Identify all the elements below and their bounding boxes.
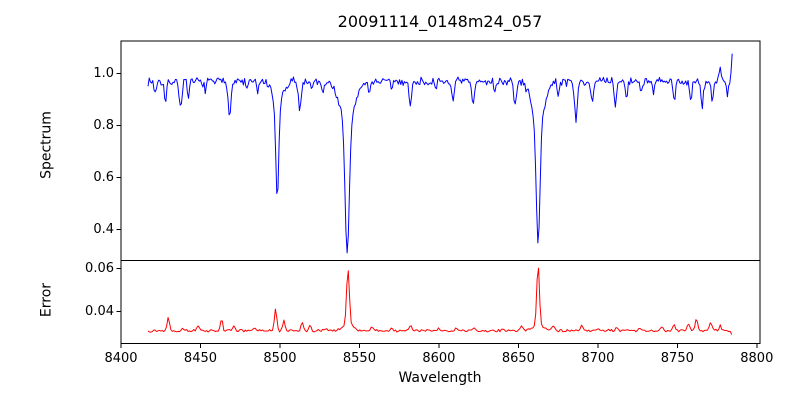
x-tick-label: 8450 [183, 350, 218, 366]
x-tick-label: 8800 [740, 350, 774, 366]
error-y-tick-label: 0.06 [85, 260, 114, 276]
spectrum-y-tick-label: 0.8 [93, 118, 114, 134]
x-tick-label: 8500 [263, 350, 297, 366]
spectrum-y-tick-label: 0.6 [93, 170, 114, 186]
error-axes-spines [120, 260, 761, 344]
error-y-tick-label: 0.04 [85, 304, 114, 320]
x-tick-label: 8650 [501, 350, 535, 366]
x-tick-label: 8750 [660, 350, 694, 366]
spectrum-y-axis-label: Spectrum [38, 111, 55, 179]
x-tick-label: 8700 [581, 350, 615, 366]
spectrum-line [147, 53, 733, 254]
spectrum-y-tick-label: 1.0 [93, 66, 114, 82]
error-line [147, 267, 733, 335]
error-y-axis-label: Error [38, 282, 55, 318]
x-tick-label: 8550 [342, 350, 376, 366]
x-tick-label: 8400 [104, 350, 138, 366]
x-axis-label: Wavelength [398, 370, 482, 386]
spectrum-axes-spines [120, 40, 761, 261]
spectrum-y-tick-label: 0.4 [93, 222, 114, 238]
plot-title: 20091114_0148m24_057 [337, 12, 543, 31]
x-tick-label: 8600 [422, 350, 456, 366]
